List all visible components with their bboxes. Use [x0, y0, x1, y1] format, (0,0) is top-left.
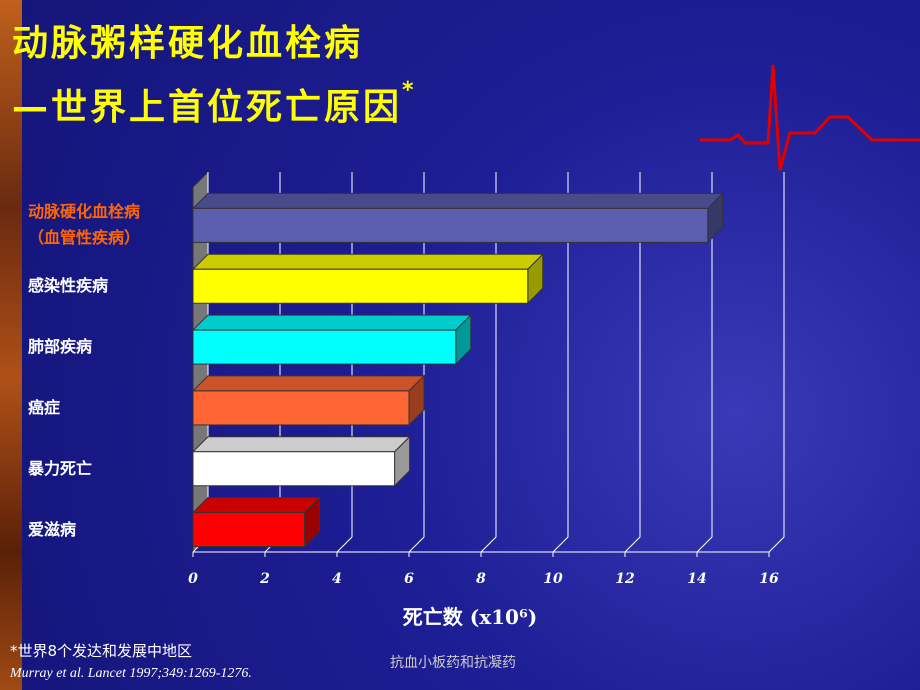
- category-label: 爱滋病: [28, 519, 77, 539]
- x-tick-label: 0: [188, 571, 198, 587]
- title: 动脉粥样硬化血栓病: [12, 23, 364, 64]
- x-tick-label: 4: [332, 571, 342, 587]
- category-label: 癌症: [28, 397, 61, 417]
- bar-top: [191, 497, 321, 514]
- bar: [192, 451, 396, 487]
- x-tick-label: 12: [615, 571, 635, 587]
- bar: [192, 390, 410, 426]
- grid-line: [552, 172, 569, 553]
- bar-top: [191, 436, 411, 453]
- bar-top: [191, 375, 426, 392]
- bar: [192, 329, 457, 365]
- subtitle: —世界上首位死亡原因*: [12, 78, 417, 130]
- bar-top: [191, 314, 473, 331]
- footnote: *世界8个发达和发展中地区: [10, 642, 193, 660]
- x-tick-label: 6: [404, 571, 414, 587]
- bar: [192, 207, 709, 243]
- footer: 抗血小板药和抗凝药: [390, 656, 516, 671]
- x-tick-label: 16: [759, 571, 779, 587]
- decor-strip: [0, 0, 22, 690]
- bar: [192, 268, 529, 304]
- grid-line: [768, 172, 785, 553]
- x-tick-label: 14: [687, 571, 706, 587]
- ecg-line: [700, 64, 920, 171]
- x-tick-label: 2: [259, 571, 270, 587]
- subtitle-text: —世界上首位死亡原因: [12, 87, 403, 128]
- x-axis-label: 死亡数 (x10⁶): [403, 605, 537, 629]
- bar: [192, 512, 306, 548]
- grid-line: [624, 172, 641, 553]
- citation: Murray et al. Lancet 1997;349:1269-1276.: [10, 666, 252, 681]
- grid-line: [696, 172, 713, 553]
- category-label: 暴力死亡: [28, 458, 93, 478]
- category-label: 动脉硬化血栓病 （血管性疾病）: [28, 202, 141, 248]
- category-label: 肺部疾病: [28, 337, 93, 357]
- x-tick-label: 8: [476, 571, 486, 587]
- x-tick-label: 10: [543, 571, 563, 587]
- bar-top: [191, 192, 725, 209]
- title-mark: *: [402, 78, 417, 103]
- bar-top: [191, 253, 545, 270]
- category-label: 感染性疾病: [28, 276, 109, 296]
